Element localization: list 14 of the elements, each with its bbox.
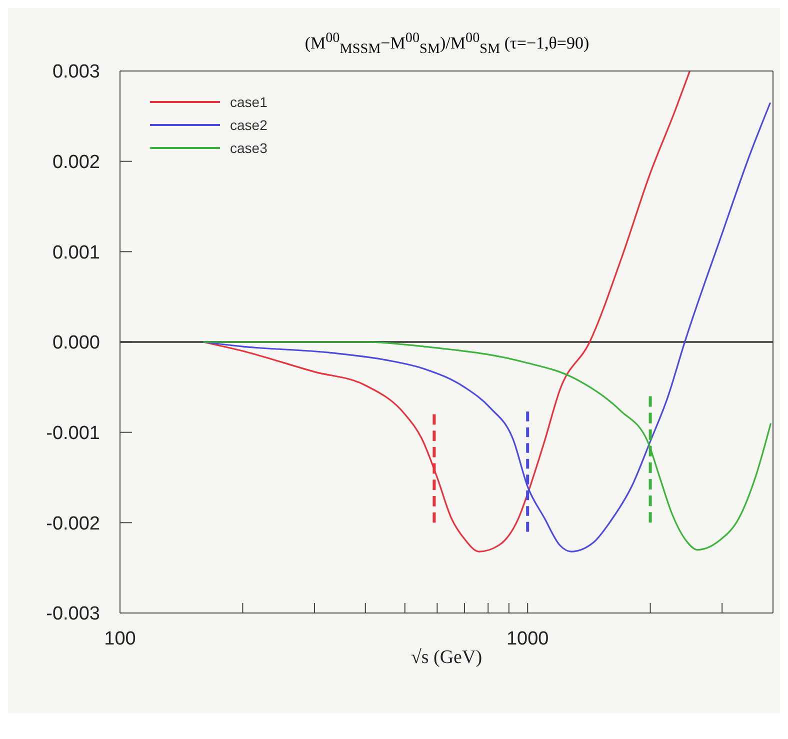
y-tick-label: 0.001 [52, 242, 100, 264]
y-tick-label: 0.002 [52, 152, 100, 174]
chart-title: (M$^{00}$$_{MSSM}$−M$^{00}$$_{SM}$)/M$^{00}$$_{SM}$ (τ=−1,θ=90) [304, 30, 590, 58]
y-tick-label: 0.000 [52, 332, 100, 354]
legend-label: case1 [230, 94, 268, 110]
x-axis-title: √s (GeV) [410, 647, 482, 668]
legend-label: case2 [230, 116, 268, 132]
y-tick-label: -0.003 [46, 604, 100, 625]
x-tick-label: 1000 [506, 628, 549, 650]
x-tick-label: 100 [104, 628, 136, 650]
y-tick-label: -0.001 [46, 423, 100, 444]
legend-label: case3 [230, 140, 268, 156]
y-tick-label: 0.003 [52, 62, 100, 83]
y-tick-label: -0.002 [46, 513, 100, 534]
